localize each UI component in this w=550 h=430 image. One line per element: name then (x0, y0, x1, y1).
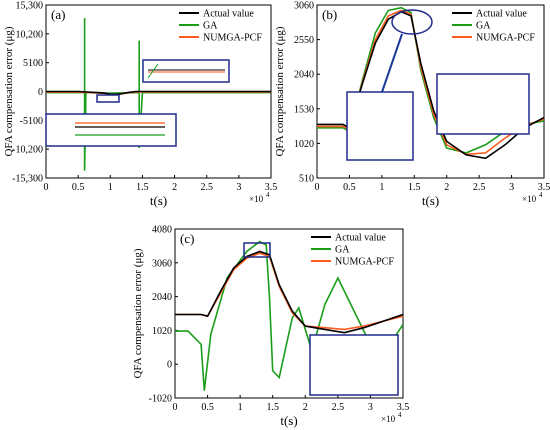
x-multiplier: ×10 (522, 194, 537, 204)
zoom-inset (309, 334, 399, 396)
x-tick-label: 1 (108, 182, 113, 193)
x-tick-label: 0.5 (343, 182, 356, 193)
y-tick-label: 1020 (294, 139, 314, 150)
x-tick-label: 3.5 (397, 402, 410, 413)
zoom-ellipse (391, 9, 433, 35)
legend-label-numga: NUMGA-PCF (203, 33, 262, 44)
x-multiplier-exp: 4 (539, 191, 543, 199)
x-multiplier-exp: 4 (266, 191, 270, 199)
plot-frame (174, 228, 404, 399)
y-tick-label: -1020 (149, 394, 172, 405)
callout-arrow (381, 33, 403, 93)
y-tick-label: 0 (38, 87, 43, 98)
x-tick-label: 2.5 (200, 182, 213, 193)
y-tick-label: -15,300 (12, 174, 43, 185)
panel-label: (b) (322, 7, 337, 22)
y-tick-label: 10,200 (16, 29, 44, 40)
y-tick-label: -10,200 (12, 145, 43, 156)
panel-0: 0 0.5 1 1.5 2 2.5 3 3.5 15,300 10,200 5100 0 -5100 -1… (3, 1, 277, 209)
x-tick-label: 2 (444, 182, 449, 193)
legend-label-ga: GA (335, 245, 350, 256)
y-tick-label: 15,300 (16, 1, 44, 12)
y-tick-label: 1020 (152, 326, 172, 337)
series-line-ga (175, 240, 403, 391)
y-tick-label: 2040 (152, 292, 172, 303)
y-tick-label: 3060 (294, 1, 314, 12)
zoom-inset (346, 91, 414, 161)
x-tick-label: 1.5 (136, 182, 149, 193)
y-tick-label: 2040 (294, 70, 314, 81)
x-tick-label: 3 (236, 182, 241, 193)
panel-2: 0 0.5 1 1.5 2 2.5 3 3.540803060204010200-1020t(… (132, 225, 409, 429)
y-tick-label: 0 (167, 360, 172, 371)
series-line-actual (175, 250, 403, 334)
x-tick-label: 0.5 (72, 182, 85, 193)
legend-label-actual: Actual value (335, 233, 386, 244)
panel-1: 0 0.5 1 1.5 2 2.5 3 3.5 3060 2550 2040 1530 1020 510 t… (274, 1, 550, 209)
x-tick-label: 0 (44, 182, 49, 193)
x-tick-label: 2 (303, 402, 308, 413)
inset2-ga (147, 63, 159, 79)
zoom-marker (96, 94, 120, 103)
plot-frame (316, 4, 545, 179)
panel-label: (c) (180, 231, 194, 246)
x-axis-label: t(s) (150, 193, 167, 208)
series-line-actual (46, 90, 271, 96)
x-tick-label: 2.5 (332, 402, 345, 413)
x-multiplier: ×10 (249, 194, 264, 204)
y-axis-label: QFA compensation error (μg) (132, 248, 144, 378)
x-tick-label: 3.5 (538, 182, 550, 193)
x-axis-label: t(s) (280, 413, 297, 428)
x-tick-label: 3 (368, 402, 373, 413)
legend-label-actual: Actual value (476, 9, 527, 20)
zoom-marker (243, 242, 271, 258)
x-tick-label: 3.5 (265, 182, 278, 193)
zoom-inset-2 (142, 59, 230, 83)
panel-label: (a) (51, 7, 65, 22)
x-multiplier: ×10 (381, 414, 396, 424)
x-tick-label: 1.5 (408, 182, 421, 193)
x-tick-label: 1.5 (266, 402, 279, 413)
x-multiplier-exp: 4 (398, 411, 402, 419)
y-tick-label: 3060 (152, 258, 172, 269)
x-tick-label: 0 (315, 182, 320, 193)
zoom-inset-2 (436, 73, 530, 135)
x-tick-label: 1 (379, 182, 384, 193)
legend-label-ga: GA (476, 21, 491, 32)
x-tick-label: 3 (509, 182, 514, 193)
x-tick-label: 1 (238, 402, 243, 413)
y-tick-label: 4080 (152, 225, 172, 236)
zoom-inset (45, 113, 177, 147)
legend-label-numga: NUMGA-PCF (476, 33, 535, 44)
x-tick-label: 2.5 (473, 182, 486, 193)
legend-label-actual: Actual value (203, 9, 254, 20)
legend-label-ga: GA (203, 21, 218, 32)
y-tick-label: 1530 (294, 104, 314, 115)
x-tick-label: 0 (173, 402, 178, 413)
y-tick-label: -5100 (20, 116, 43, 127)
y-axis-label: QFA compensation error (μg) (274, 26, 286, 156)
y-axis-label: QFA compensation error (μg) (3, 26, 15, 156)
x-tick-label: 2 (172, 182, 177, 193)
y-tick-label: 2550 (294, 35, 314, 46)
y-tick-label: 5100 (23, 58, 43, 69)
x-tick-label: 0.5 (201, 402, 214, 413)
y-tick-label: 510 (299, 174, 314, 185)
legend-label-numga: NUMGA-PCF (335, 257, 394, 268)
x-axis-label: t(s) (422, 193, 439, 208)
